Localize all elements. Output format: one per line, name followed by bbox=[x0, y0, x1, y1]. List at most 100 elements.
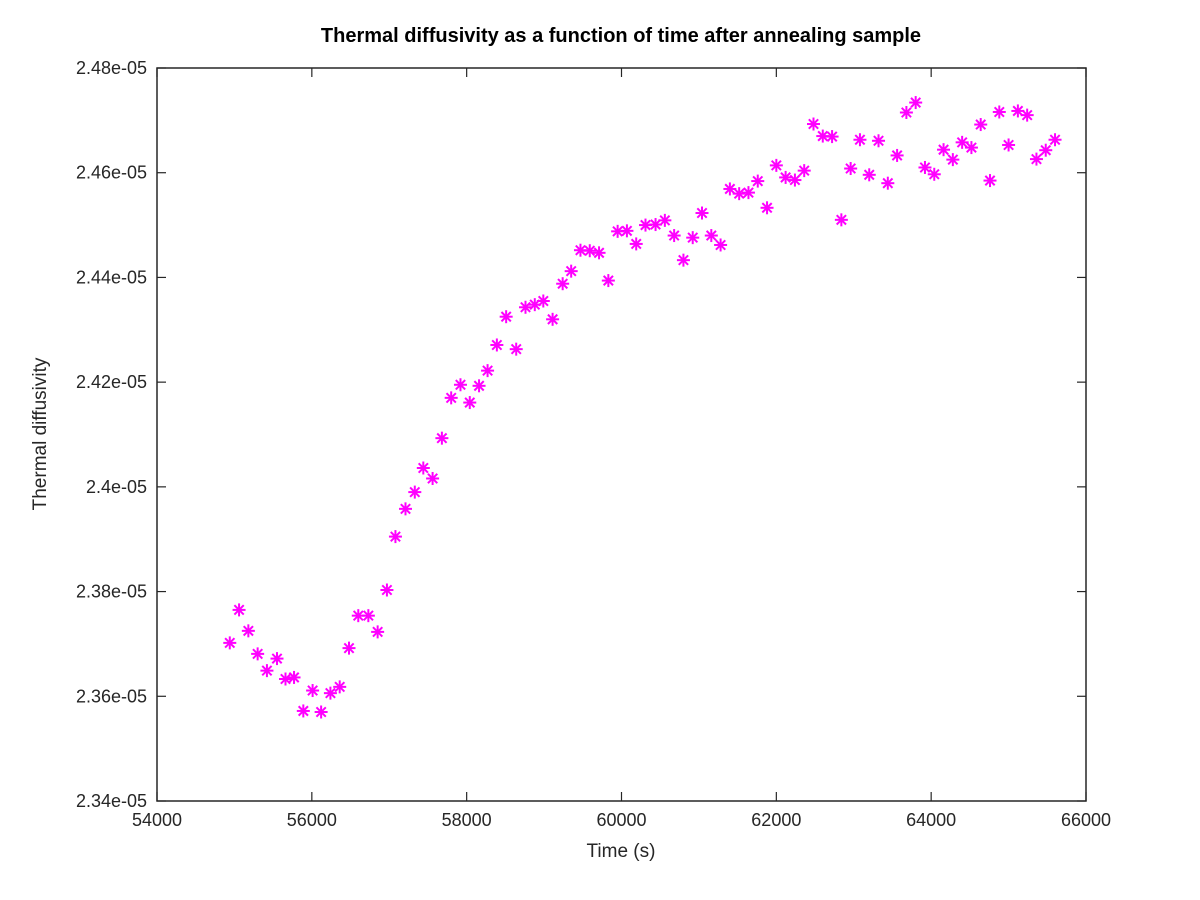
data-point bbox=[779, 170, 793, 184]
data-point bbox=[862, 168, 876, 182]
data-point bbox=[435, 431, 449, 445]
data-point bbox=[629, 237, 643, 251]
y-tick-label: 2.48e-05 bbox=[76, 58, 147, 78]
data-point bbox=[890, 148, 904, 162]
data-point bbox=[536, 294, 550, 308]
plot-frame bbox=[156, 67, 1087, 802]
x-tick-label: 54000 bbox=[132, 810, 182, 830]
data-point bbox=[760, 201, 774, 215]
data-point bbox=[279, 672, 293, 686]
data-point bbox=[380, 583, 394, 597]
data-point bbox=[463, 396, 477, 410]
data-point bbox=[695, 206, 709, 220]
data-point bbox=[573, 243, 587, 257]
y-tick-label: 2.38e-05 bbox=[76, 582, 147, 602]
data-point bbox=[426, 471, 440, 485]
data-point bbox=[714, 238, 728, 252]
data-point bbox=[741, 186, 755, 200]
data-point bbox=[564, 264, 578, 278]
x-tick-label: 60000 bbox=[596, 810, 646, 830]
data-point bbox=[1029, 152, 1043, 166]
data-point bbox=[444, 391, 458, 405]
data-point bbox=[732, 187, 746, 201]
data-point bbox=[583, 244, 597, 258]
data-point bbox=[964, 141, 978, 155]
data-point bbox=[1020, 108, 1034, 122]
y-axis-label: Thermal diffusivity bbox=[30, 357, 51, 510]
data-point bbox=[992, 105, 1006, 119]
x-tick-label: 58000 bbox=[442, 810, 492, 830]
data-point bbox=[844, 162, 858, 176]
data-point bbox=[509, 342, 523, 356]
data-point bbox=[232, 603, 246, 617]
data-point bbox=[260, 664, 274, 678]
data-point bbox=[658, 213, 672, 227]
data-point bbox=[909, 96, 923, 110]
data-point bbox=[371, 625, 385, 639]
data-point bbox=[806, 117, 820, 131]
data-point bbox=[296, 704, 310, 718]
data-point bbox=[241, 624, 255, 638]
data-point bbox=[388, 530, 402, 544]
y-tick-label: 2.46e-05 bbox=[76, 163, 147, 183]
data-point bbox=[974, 118, 988, 132]
data-point bbox=[592, 246, 606, 260]
data-series bbox=[223, 96, 1062, 719]
y-tick-label: 2.44e-05 bbox=[76, 267, 147, 287]
y-tick-label: 2.4e-05 bbox=[86, 477, 147, 497]
data-point bbox=[1039, 143, 1053, 157]
data-point bbox=[323, 686, 337, 700]
y-axis: 2.34e-05 2.36e-05 2.38e-05 2.4e-05 2.42e-05 2… bbox=[76, 58, 1086, 811]
x-axis-label: Time (s) bbox=[587, 841, 656, 862]
data-point bbox=[788, 173, 802, 187]
data-point bbox=[361, 609, 375, 623]
data-point bbox=[342, 641, 356, 655]
data-point bbox=[333, 680, 347, 694]
data-point bbox=[287, 670, 301, 684]
x-axis: 54000 56000 58000 60000 62000 64000 66000 bbox=[132, 68, 1111, 830]
data-point bbox=[481, 364, 495, 378]
data-point bbox=[408, 485, 422, 499]
x-tick-label: 56000 bbox=[287, 810, 337, 830]
data-point bbox=[499, 310, 513, 324]
y-tick-label: 2.42e-05 bbox=[76, 372, 147, 392]
data-point bbox=[872, 134, 886, 148]
data-point bbox=[601, 274, 615, 288]
data-point bbox=[704, 229, 718, 243]
data-point bbox=[399, 502, 413, 516]
data-point bbox=[825, 130, 839, 144]
data-point bbox=[946, 153, 960, 167]
data-point bbox=[667, 229, 681, 243]
data-point bbox=[834, 213, 848, 227]
x-tick-label: 66000 bbox=[1061, 810, 1111, 830]
data-point bbox=[918, 160, 932, 174]
data-point bbox=[490, 338, 504, 352]
data-point bbox=[955, 135, 969, 149]
data-point bbox=[881, 176, 895, 190]
x-tick-label: 62000 bbox=[751, 810, 801, 830]
data-point bbox=[751, 174, 765, 188]
plot-area bbox=[156, 67, 1087, 802]
data-point bbox=[546, 312, 560, 326]
data-point bbox=[416, 461, 430, 475]
data-point bbox=[676, 253, 690, 267]
data-point bbox=[723, 182, 737, 196]
data-point bbox=[472, 379, 486, 393]
data-point bbox=[927, 167, 941, 181]
data-point bbox=[983, 174, 997, 188]
data-point bbox=[223, 636, 237, 650]
data-point bbox=[620, 224, 634, 238]
data-point bbox=[937, 143, 951, 157]
data-point bbox=[853, 133, 867, 147]
data-point bbox=[1048, 133, 1062, 147]
y-tick-label: 2.34e-05 bbox=[76, 791, 147, 811]
data-point bbox=[314, 705, 328, 719]
y-tick-label: 2.36e-05 bbox=[76, 686, 147, 706]
data-point bbox=[797, 164, 811, 178]
x-tick-label: 64000 bbox=[906, 810, 956, 830]
data-point bbox=[1002, 138, 1016, 152]
data-point bbox=[816, 129, 830, 143]
chart-title: Thermal diffusivity as a function of tim… bbox=[321, 25, 921, 47]
data-point bbox=[453, 378, 467, 392]
